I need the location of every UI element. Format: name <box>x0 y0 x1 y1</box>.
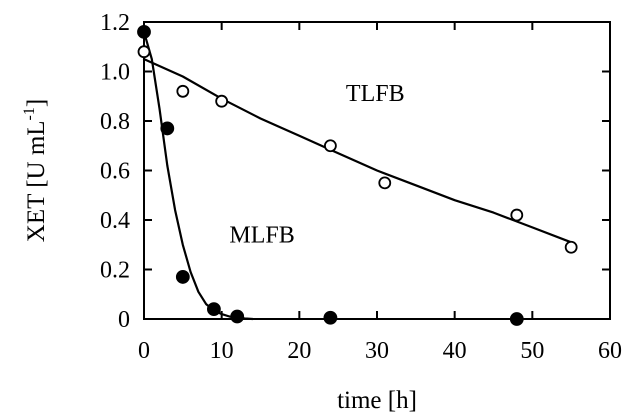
y-tick-label: 0.8 <box>100 109 130 135</box>
data-point-mlfb <box>160 121 175 136</box>
y-tick-label: 0 <box>118 307 130 333</box>
x-tick-label: 30 <box>365 338 389 364</box>
y-axis-title-superscript: -1 <box>21 107 38 120</box>
y-tick-label: 0.4 <box>100 208 130 234</box>
x-tick-label: 20 <box>287 338 311 364</box>
data-point-mlfb <box>509 312 524 326</box>
data-point-mlfb <box>323 310 338 325</box>
data-point-tlfb <box>323 139 337 153</box>
y-axis-title: XET [U mL-1] <box>21 99 50 242</box>
data-point-tlfb <box>176 84 190 98</box>
curve-label-tlfb: TLFB <box>346 81 405 107</box>
x-tick-label: 10 <box>210 338 234 364</box>
x-axis-title: time [h] <box>337 387 417 414</box>
x-tick-label: 50 <box>520 338 544 364</box>
y-tick-label: 0.2 <box>100 258 130 284</box>
fit-line-tlfb <box>142 57 573 244</box>
y-axis-title-suffix: ] <box>23 99 50 107</box>
data-point-tlfb <box>510 208 524 222</box>
data-point-tlfb <box>378 176 392 190</box>
curve-label-mlfb: MLFB <box>229 222 294 248</box>
data-point-mlfb <box>206 302 221 317</box>
y-tick-label: 1.2 <box>100 10 130 36</box>
y-tick-label: 1.0 <box>100 60 130 86</box>
data-point-tlfb <box>215 94 229 108</box>
plot-area: 0 10 20 30 40 50 60 0 0.2 0.4 0.6 0.8 1.0 1.2 time [h]… <box>21 10 622 414</box>
data-point-mlfb <box>175 270 190 284</box>
x-tick-label: 40 <box>443 338 467 364</box>
data-point-mlfb <box>137 24 151 39</box>
data-point-mlfb <box>230 309 245 324</box>
x-tick-label: 0 <box>138 338 150 364</box>
data-point-tlfb <box>137 45 151 59</box>
y-axis-title-main: XET [U mL <box>23 120 50 242</box>
fit-line-mlfb <box>142 30 254 321</box>
x-tick-label: 60 <box>598 338 622 364</box>
data-point-tlfb <box>564 240 578 254</box>
y-tick-label: 0.6 <box>100 159 130 185</box>
